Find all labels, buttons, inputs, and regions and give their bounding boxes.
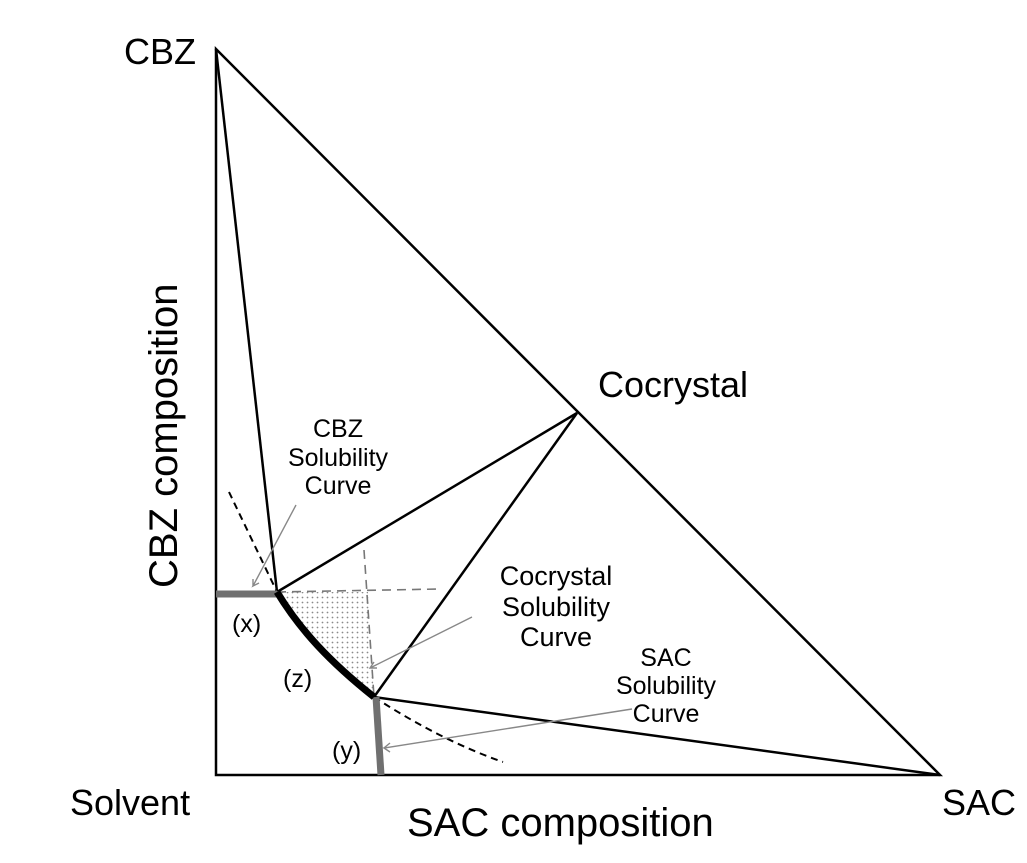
vertex-label-cocrystal: Cocrystal bbox=[598, 364, 748, 405]
vertex-label-solvent: Solvent bbox=[70, 782, 190, 823]
tie-line-cocrystal-lower bbox=[372, 412, 579, 698]
cbz-curve-label-line-1: CBZ bbox=[313, 415, 363, 443]
vertex-label-sac: SAC bbox=[942, 782, 1016, 823]
tie-line-cbz bbox=[214, 48, 279, 593]
tie-line-cocrystal-upper bbox=[276, 411, 578, 594]
sac-curve-label-line-2: Solubility bbox=[616, 672, 717, 700]
cbz-curve-label-line-3: Curve bbox=[305, 472, 372, 500]
cocrystal-stable-region bbox=[277, 592, 374, 697]
cbz-curve-label-line-2: Solubility bbox=[288, 444, 389, 472]
region-label-z: (z) bbox=[283, 665, 312, 693]
cocrystal-curve-label-line-1: Cocrystal bbox=[500, 561, 613, 591]
sac-solubility-segment-y bbox=[372, 696, 385, 776]
pointer-cbz bbox=[251, 504, 297, 588]
cocrystal-curve-label-line-3: Curve bbox=[520, 622, 592, 652]
sac-curve-label-line-3: Curve bbox=[633, 700, 700, 728]
axis-label-cbz: CBZ composition bbox=[142, 283, 186, 588]
sac-curve-label-line-1: SAC bbox=[640, 644, 691, 672]
ternary-triangle bbox=[214, 45, 944, 777]
pointer-sac bbox=[382, 708, 633, 753]
pointer-cocrystal bbox=[368, 616, 473, 669]
cocrystal-curve-label-line-2: Solubility bbox=[502, 592, 611, 622]
dashed-guide-vertical bbox=[363, 549, 375, 698]
dashed-guide-horizontal bbox=[276, 588, 441, 593]
region-label-x: (x) bbox=[232, 610, 261, 638]
cbz-curve-extension bbox=[228, 491, 278, 593]
vertex-label-cbz: CBZ bbox=[124, 31, 196, 72]
region-label-y: (y) bbox=[332, 737, 361, 765]
sac-curve-extension bbox=[373, 696, 504, 763]
axis-label-sac: SAC composition bbox=[407, 801, 714, 845]
tie-line-sac bbox=[373, 695, 941, 777]
cocrystal-solubility-curve bbox=[274, 590, 377, 700]
